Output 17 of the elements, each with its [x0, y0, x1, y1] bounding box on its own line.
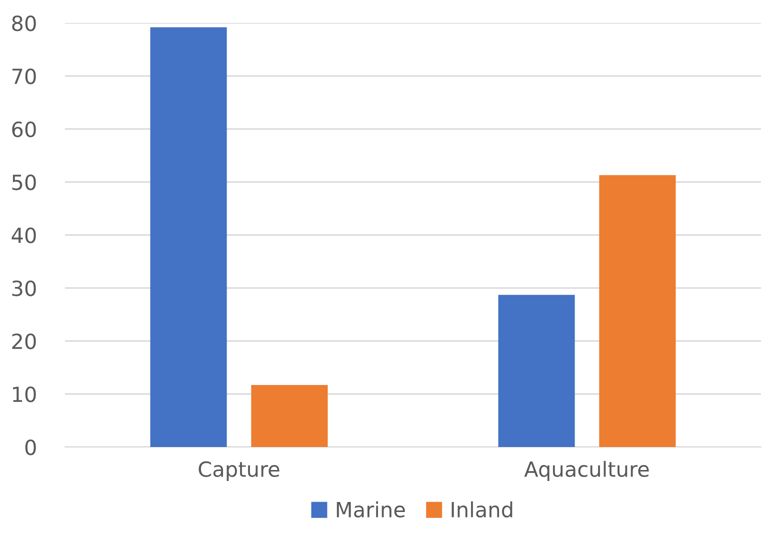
bar: [251, 384, 328, 447]
y-tick-label: 40: [12, 227, 36, 244]
bar: [150, 27, 227, 447]
y-tick-label: 80: [12, 15, 36, 32]
x-tick-label: Aquaculture: [524, 460, 649, 482]
bar: [599, 175, 676, 447]
y-tick-label: 20: [12, 333, 36, 350]
legend-label: Marine: [336, 501, 405, 518]
y-tick-label: 70: [12, 68, 36, 84]
legend-label: Inland: [452, 501, 512, 518]
y-tick-label: 50: [12, 174, 36, 190]
bar: [498, 294, 575, 447]
y-tick-label: 30: [12, 280, 36, 296]
y-tick-label: 60: [12, 121, 36, 138]
y-tick-label: 10: [13, 386, 36, 402]
x-tick-label: Capture: [198, 461, 280, 482]
y-tick-label: 0: [25, 439, 36, 456]
